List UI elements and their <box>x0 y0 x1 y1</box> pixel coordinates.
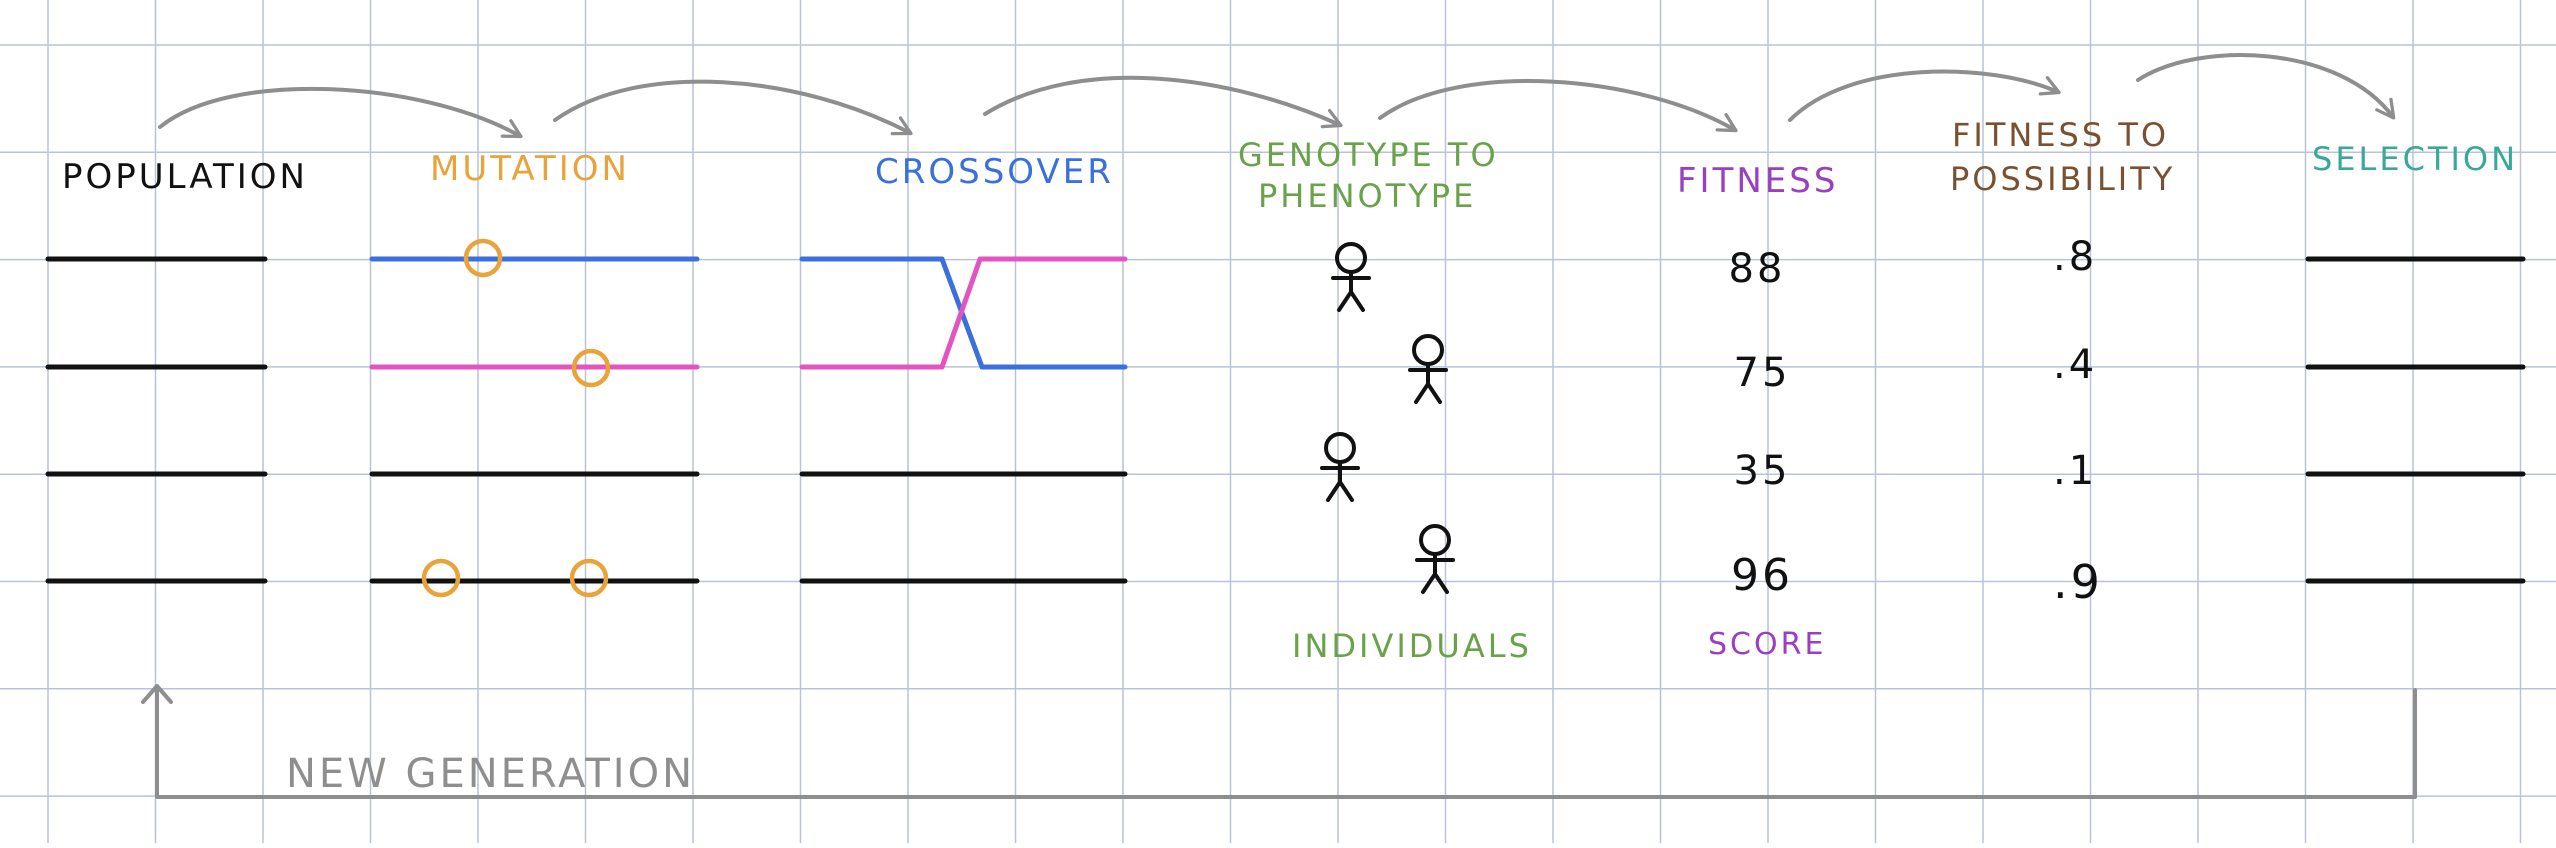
new-generation-loop <box>141 684 2417 799</box>
possibility-value: .8 <box>2053 234 2097 280</box>
arrow-up-icon <box>141 684 173 704</box>
circle-marker-icon <box>569 558 609 598</box>
possibility-value: .4 <box>2053 342 2097 388</box>
fitness-scores: 88 75 35 96 <box>1729 246 1793 601</box>
stick-figure-icon <box>1415 524 1455 594</box>
possibility-value: .9 <box>2053 555 2103 609</box>
caption-new-generation: NEW GENERATION <box>286 751 695 797</box>
label-genotype-line1: GENOTYPE TO <box>1238 136 1499 174</box>
curved-arrow-icon <box>553 79 913 136</box>
mutation-markers <box>421 238 611 598</box>
circle-marker-icon <box>463 238 503 278</box>
mutation-chromosomes <box>369 256 700 584</box>
label-crossover: CROSSOVER <box>875 152 1114 192</box>
stick-figure-icon <box>1331 242 1371 312</box>
label-genotype-line2: PHENOTYPE <box>1258 177 1476 215</box>
curved-arrow-icon <box>983 75 1343 129</box>
label-possibility-line2: POSSIBILITY <box>1950 160 2175 198</box>
stage-arrows <box>158 53 2396 139</box>
caption-individuals: INDIVIDUALS <box>1292 627 1532 665</box>
stage-labels: POPULATION MUTATION CROSSOVER GENOTYPE T… <box>62 116 2518 215</box>
curved-arrow-icon <box>1788 69 2061 122</box>
label-population: POPULATION <box>62 157 308 197</box>
circle-marker-icon <box>571 348 611 388</box>
fitness-score: 35 <box>1734 448 1791 494</box>
possibility-value: .1 <box>2053 448 2097 494</box>
label-possibility-line1: FITNESS TO <box>1952 116 2169 154</box>
stick-figure-icon <box>1320 432 1360 502</box>
curved-arrow-icon <box>158 86 523 139</box>
stick-figure-icon <box>1408 334 1448 404</box>
curved-arrow-icon <box>2136 53 2396 120</box>
label-selection: SELECTION <box>2312 140 2518 178</box>
individuals <box>1320 242 1455 594</box>
curved-arrow-icon <box>1378 79 1738 133</box>
possibilities: .8 .4 .1 .9 <box>2053 234 2103 609</box>
crossover-line-pink <box>799 256 1128 370</box>
fitness-score: 96 <box>1731 550 1793 601</box>
fitness-score: 75 <box>1734 350 1791 396</box>
loop-line <box>155 686 2417 799</box>
population-chromosomes <box>45 256 268 584</box>
label-mutation: MUTATION <box>430 149 630 189</box>
fitness-score: 88 <box>1729 246 1786 292</box>
circle-marker-icon <box>421 558 461 598</box>
label-fitness: FITNESS <box>1677 161 1838 201</box>
selection-chromosomes <box>2305 256 2526 584</box>
caption-score: SCORE <box>1708 627 1826 662</box>
crossover-chromosomes <box>799 256 1128 584</box>
